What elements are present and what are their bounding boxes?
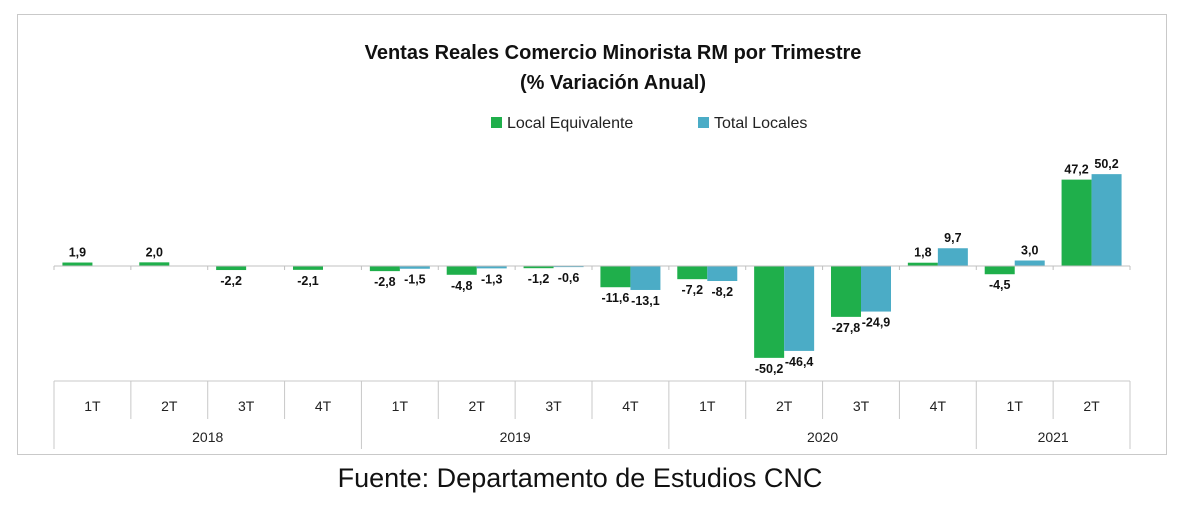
data-label: -13,1: [631, 294, 660, 308]
bar-local-equivalente: [62, 262, 93, 266]
data-label: -0,6: [558, 271, 580, 285]
bar-local-equivalente: [677, 266, 708, 280]
legend-swatch-total-locales: [698, 117, 709, 128]
data-label: -4,8: [451, 279, 473, 293]
bar-total-locales: [630, 266, 661, 290]
bar-local-equivalente: [600, 266, 631, 288]
data-label: 1,9: [69, 246, 86, 260]
bar-total-locales: [399, 266, 430, 269]
category-tick-label: 3T: [545, 398, 562, 414]
category-tick-label: 3T: [853, 398, 870, 414]
bar-local-equivalente: [293, 266, 323, 270]
data-label: -7,2: [682, 283, 704, 297]
bars-layer: [62, 174, 1122, 358]
bar-chart: Ventas Reales Comercio Minorista RM por …: [53, 42, 1131, 449]
bar-local-equivalente: [369, 266, 400, 272]
legend-label-local-equivalente: Local Equivalente: [507, 115, 633, 132]
category-tick-label: 1T: [84, 398, 101, 414]
bar-local-equivalente: [754, 266, 785, 358]
data-label: 47,2: [1064, 163, 1088, 177]
category-tick-label: 4T: [622, 398, 639, 414]
category-tick-label: 4T: [930, 398, 947, 414]
bar-total-locales: [707, 266, 738, 282]
category-axis: 1T 2T 3T 4T 1T 2T 3T 4T 1T 2T 3T 4T 1T 2T 2018 2019 2020…: [53, 265, 1131, 449]
bar-total-locales: [476, 266, 507, 269]
bar-total-locales: [553, 266, 584, 268]
value-labels-layer: 1,9 2,0 -2,2 -2,1 -2,8 -4,8 -1,2 -11,6 -7,2 -50,2…: [69, 157, 1119, 376]
bar-total-locales: [1091, 174, 1122, 266]
category-tick-label: 1T: [699, 398, 716, 414]
category-tick-label: 3T: [238, 398, 255, 414]
data-label: 50,2: [1094, 157, 1118, 171]
year-group-label: 2020: [807, 429, 838, 445]
bar-local-equivalente: [1061, 179, 1092, 266]
source-note: Fuente: Departamento de Estudios CNC: [337, 463, 823, 493]
chart-title: Ventas Reales Comercio Minorista RM por …: [365, 42, 862, 64]
data-label: -50,2: [755, 362, 784, 376]
bar-local-equivalente: [139, 262, 170, 266]
category-tick-label: 1T: [1007, 398, 1024, 414]
year-group-label: 2019: [500, 429, 531, 445]
bar-total-locales: [1014, 260, 1045, 266]
data-label: 1,8: [914, 246, 931, 260]
data-label: -1,3: [481, 272, 503, 286]
data-label: -24,9: [862, 316, 891, 330]
data-label: -2,1: [297, 274, 319, 288]
chart-frame: Ventas Reales Comercio Minorista RM por …: [17, 14, 1167, 455]
data-label: -4,5: [989, 278, 1011, 292]
category-tick-label: 2T: [776, 398, 793, 414]
year-group-label: 2021: [1038, 429, 1069, 445]
category-tick-label: 1T: [392, 398, 409, 414]
legend-swatch-local-equivalente: [491, 117, 502, 128]
bar-total-locales: [784, 266, 815, 351]
data-label: -2,2: [220, 274, 242, 288]
bar-local-equivalente: [523, 266, 554, 269]
legend: Local Equivalente Total Locales: [491, 115, 807, 132]
bar-local-equivalente: [216, 266, 247, 271]
year-group-label: 2018: [192, 429, 223, 445]
chart-subtitle: (% Variación Anual): [520, 72, 706, 94]
bar-local-equivalente: [446, 266, 477, 275]
data-label: 2,0: [146, 245, 163, 259]
bar-total-locales: [937, 248, 968, 266]
data-label: -11,6: [602, 291, 630, 305]
data-label: -27,8: [832, 321, 861, 335]
bar-local-equivalente: [831, 266, 861, 317]
data-label: -46,4: [785, 355, 814, 369]
category-tick-label: 4T: [315, 398, 332, 414]
data-label: -8,2: [712, 285, 734, 299]
data-label: 9,7: [944, 231, 961, 245]
bar-local-equivalente: [984, 266, 1015, 275]
data-label: -2,8: [374, 275, 396, 289]
legend-label-total-locales: Total Locales: [714, 115, 807, 132]
data-label: -1,2: [528, 272, 550, 286]
category-tick-label: 2T: [469, 398, 486, 414]
data-label: -1,5: [404, 273, 426, 287]
category-tick-label: 2T: [161, 398, 178, 414]
category-tick-label: 2T: [1083, 398, 1100, 414]
data-label: 3,0: [1021, 244, 1038, 258]
bar-total-locales: [861, 266, 891, 312]
bar-local-equivalente: [907, 262, 938, 266]
